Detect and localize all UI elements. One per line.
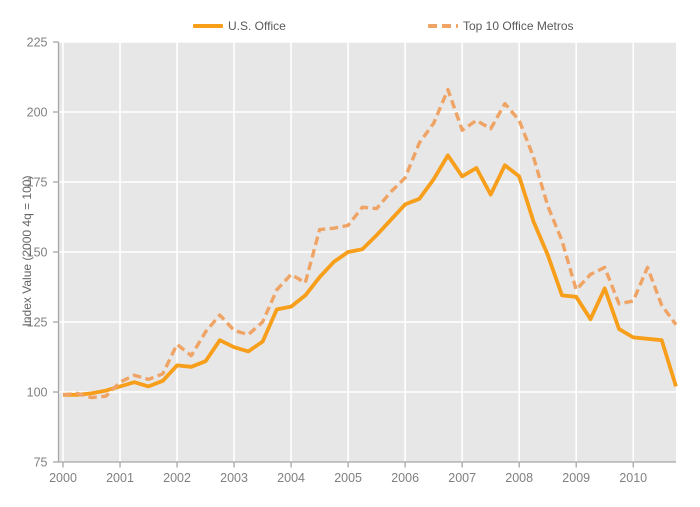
x-tick-label: 2009 [562, 471, 590, 485]
series-line-us-office [63, 153, 678, 397]
x-tick-label: 2003 [220, 471, 248, 485]
y-tick-label: 100 [27, 386, 48, 400]
top10-metros-line-swatch [428, 24, 458, 28]
x-tick-label: 2007 [448, 471, 476, 485]
y-tick-label: 200 [27, 106, 48, 120]
legend-item-us-office: U.S. Office [193, 18, 286, 34]
x-tick-label: 2006 [391, 471, 419, 485]
x-tick-label: 2002 [163, 471, 191, 485]
x-tick-label: 2004 [277, 471, 305, 485]
us-office-line-swatch [193, 24, 223, 28]
y-tick-label: 175 [27, 176, 48, 190]
series-line-top10-metros [62, 87, 678, 400]
x-tick-label: 2000 [49, 471, 77, 485]
y-tick-label: 225 [27, 36, 48, 50]
x-tick-label: 2010 [619, 471, 647, 485]
legend-item-top10-metros: Top 10 Office Metros [428, 18, 574, 34]
y-tick-label: 75 [34, 456, 48, 470]
x-tick-label: 2005 [334, 471, 362, 485]
y-axis-title: Index Value (2000 4q = 100) [20, 175, 34, 327]
x-tick-label: 2001 [106, 471, 134, 485]
legend-label-us-office: U.S. Office [228, 19, 286, 33]
y-tick-label: 150 [27, 246, 48, 260]
y-tick-label: 125 [27, 316, 48, 330]
x-tick-label: 2008 [505, 471, 533, 485]
legend-label-top10-metros: Top 10 Office Metros [463, 19, 574, 33]
